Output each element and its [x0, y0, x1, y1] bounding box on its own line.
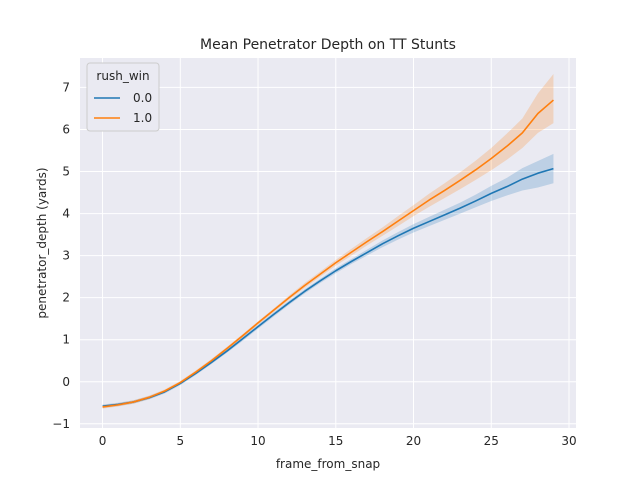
- y-axis-label: penetrator_depth (yards): [35, 167, 49, 318]
- plot-area: [80, 58, 576, 428]
- y-tick-label: 5: [62, 165, 70, 179]
- legend-label-0: 0.0: [133, 91, 152, 105]
- y-tick-label: 1: [62, 333, 70, 347]
- x-tick-label: 25: [484, 434, 499, 448]
- legend: rush_win 0.0 1.0: [86, 62, 160, 132]
- series-lines: [102, 99, 554, 408]
- x-tick-label: 0: [99, 434, 107, 448]
- y-tick-label: 2: [62, 291, 70, 305]
- y-tick-labels: −1 0 1 2 3 4 5 6 7: [52, 80, 70, 430]
- x-tick-label: 10: [250, 434, 265, 448]
- y-tick-label: 3: [62, 249, 70, 263]
- x-tick-labels: 0 5 10 15 20 25 30: [99, 434, 577, 448]
- legend-box: [86, 62, 160, 132]
- x-axis-label: frame_from_snap: [276, 457, 380, 471]
- grid-lines: [80, 58, 576, 428]
- legend-title: rush_win: [96, 69, 149, 83]
- x-tick-label: 20: [406, 434, 421, 448]
- y-tick-label: 0: [62, 375, 70, 389]
- y-tick-label: 7: [62, 80, 70, 94]
- chart-title: Mean Penetrator Depth on TT Stunts: [200, 37, 456, 53]
- y-tick-label: −1: [52, 417, 70, 431]
- x-tick-label: 15: [328, 434, 343, 448]
- y-tick-label: 6: [62, 122, 70, 136]
- legend-label-1: 1.0: [133, 111, 152, 125]
- x-tick-label: 30: [561, 434, 576, 448]
- x-tick-label: 5: [176, 434, 184, 448]
- y-tick-label: 4: [62, 207, 70, 221]
- series-line-1: [102, 99, 554, 408]
